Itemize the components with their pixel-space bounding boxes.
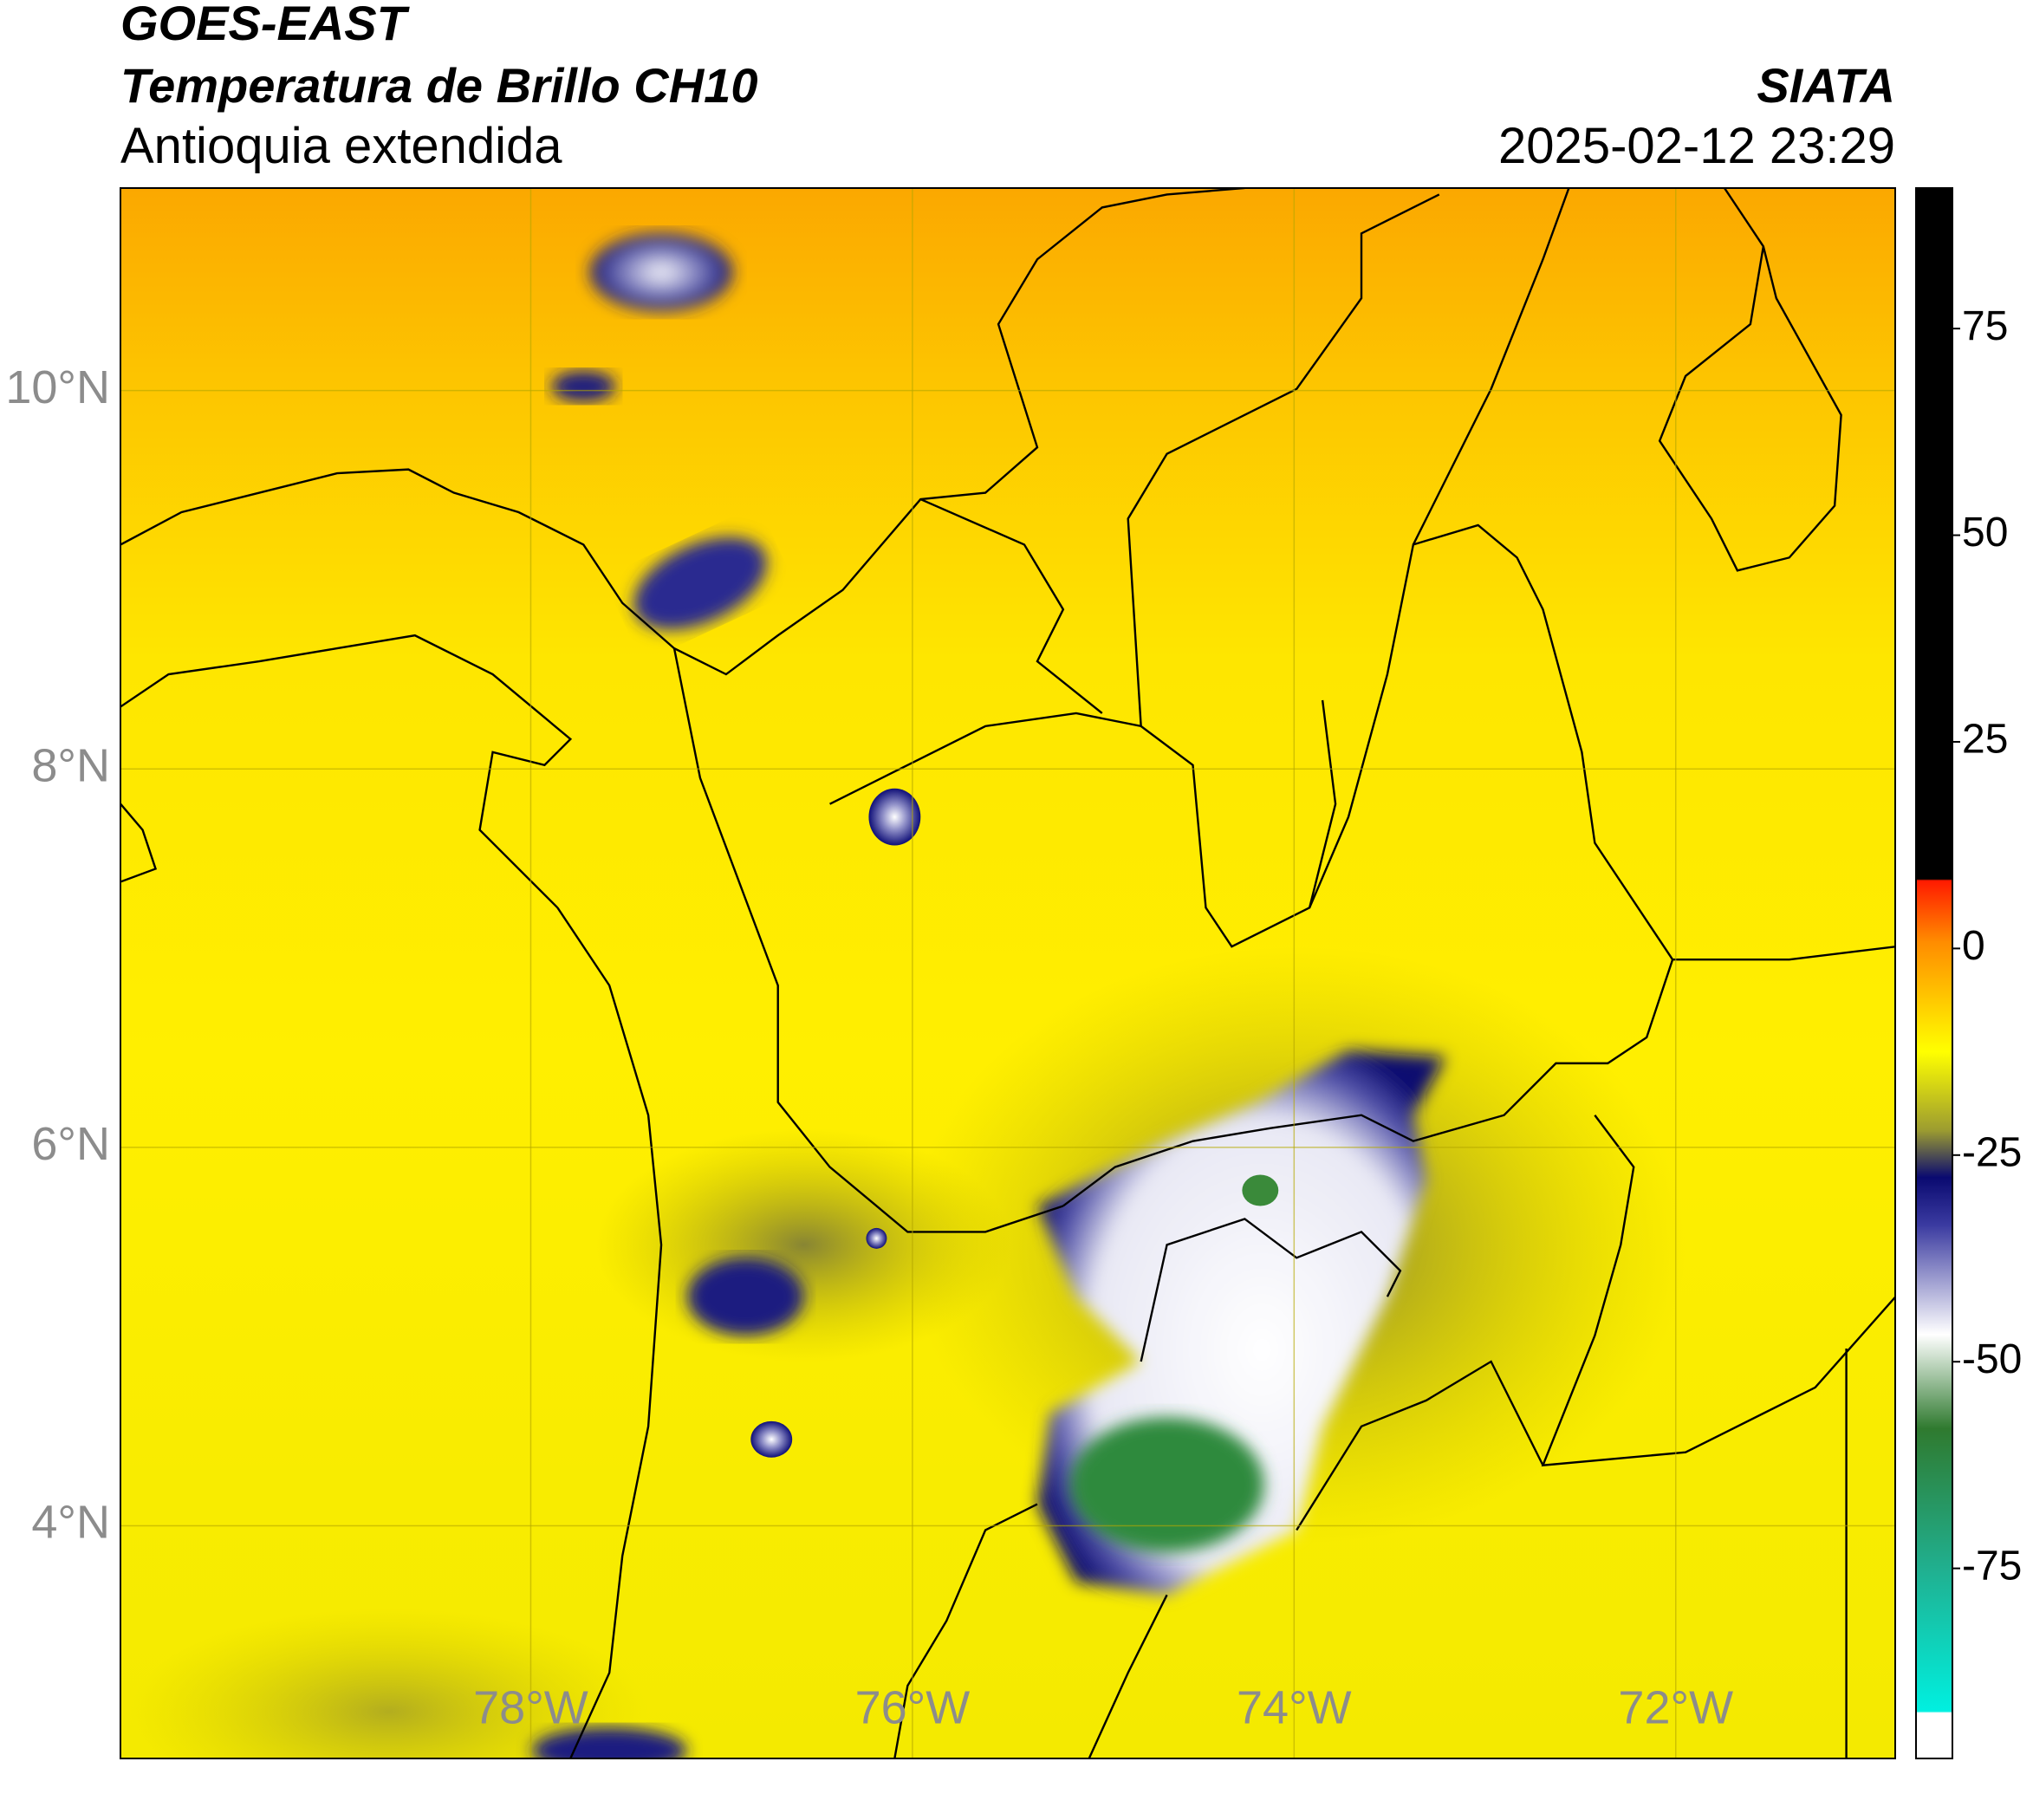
region: Antioquia extendida [120,118,562,174]
map-frame [120,187,1896,1759]
x-tick-label: 78°W [473,1681,588,1733]
labels: 78°W 76°W 74°W 72°W 4°N 6°N 8°N 10°N -75 -50 -25 0 2… [5,303,2022,1733]
colorbar-tick-label: -25 [1962,1129,2022,1175]
colorbar-tick-label: 0 [1962,923,1985,969]
title: GOES-EAST [120,0,411,50]
map [120,188,1895,1758]
x-tick-label: 72°W [1618,1681,1733,1733]
x-tick-label: 76°W [855,1681,971,1733]
x-tick-label: 74°W [1237,1681,1352,1733]
y-tick-label: 8°N [31,739,110,791]
source: SIATA [1757,58,1895,113]
y-tick-label: 6°N [31,1118,110,1170]
colorbar-tick-label: 75 [1962,303,2008,349]
colorbar-tick-label: 50 [1962,510,2008,556]
colorbar [1915,187,1953,1759]
colorbar-tick-label: -75 [1962,1543,2022,1589]
colorbar-tick-label: -50 [1962,1336,2022,1382]
map-background [120,188,1895,1758]
colorbar-tick-label: 25 [1962,717,2008,763]
cloud-field [129,233,1686,1758]
subtitle: Temperatura de Brillo CH10 [120,58,757,113]
y-tick-label: 4°N [31,1497,110,1549]
datetime: 2025-02-12 23:29 [1498,118,1895,174]
borders [120,188,1895,1758]
y-tick-label: 10°N [5,361,110,413]
grid [120,188,1895,1758]
